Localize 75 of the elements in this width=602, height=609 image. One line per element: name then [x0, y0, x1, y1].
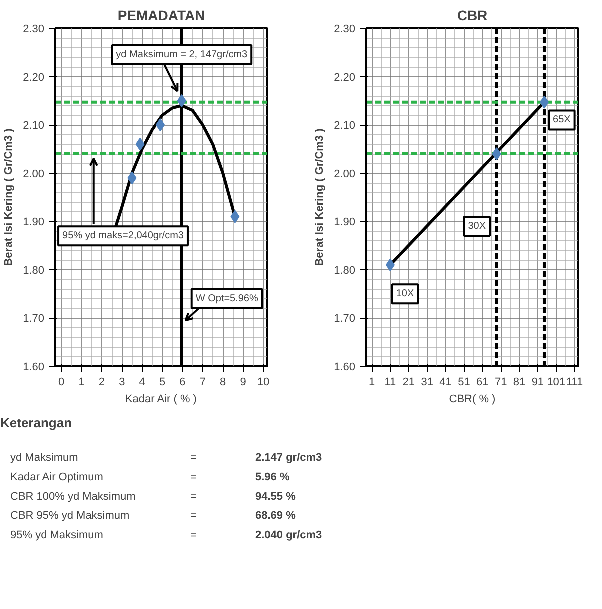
x-tick-label: 51 — [458, 376, 470, 388]
y-tick-label: 1.60 — [23, 362, 45, 374]
x-tick-label: 21 — [402, 376, 416, 388]
y-tick-label: 2.20 — [23, 72, 45, 84]
y-axis-title: Berat Isi Kering ( Gr/Cm3 ) — [314, 128, 326, 266]
text: 2.040 gr/cm3 — [256, 530, 322, 542]
text: = — [190, 530, 197, 542]
x-tick-label: 71 — [494, 376, 508, 388]
x-tick-label: 31 — [421, 376, 434, 388]
annotation: 95% yd maks=2,040gr/cm3 — [62, 230, 184, 242]
text: Keterangan — [0, 416, 72, 430]
text: yd Maksimum — [10, 452, 78, 464]
y-tick-label: 2.10 — [334, 120, 356, 132]
x-tick-label: 11 — [384, 376, 396, 388]
x-tick-label: 10 — [257, 376, 270, 388]
text: 95% yd Maksimum — [10, 530, 104, 542]
y-tick-label: 1.70 — [23, 313, 45, 326]
text: = — [190, 471, 197, 484]
annotation: 30X — [468, 220, 486, 232]
y-tick-label: 1.60 — [334, 362, 356, 374]
x-tick-label: 61 — [476, 376, 489, 388]
annotation: 65X — [553, 114, 572, 126]
text: 5.96 % — [256, 471, 290, 484]
y-tick-label: 2.20 — [334, 72, 356, 84]
point — [540, 96, 549, 109]
text: = — [190, 490, 197, 503]
annotation: W Opt=5.96% — [196, 293, 258, 304]
y-axis-title: Berat Isi Kering ( Gr/Cm3 ) — [3, 128, 16, 266]
point — [492, 148, 502, 161]
x-tick-label: 8 — [220, 376, 226, 388]
x-axis-title: CBR( % ) — [449, 394, 496, 406]
y-tick-label: 1.70 — [334, 313, 356, 326]
x-tick-label: 101 — [547, 376, 566, 388]
x-tick-label: 91 — [532, 376, 544, 388]
x-tick-label: 111 — [566, 376, 584, 388]
y-tick-label: 1.80 — [334, 264, 356, 277]
x-tick-label: 81 — [513, 376, 526, 388]
y-tick-label: 1.80 — [23, 264, 45, 277]
annotation: 10X — [396, 288, 414, 300]
text: Kadar Air Optimum — [10, 471, 104, 484]
x-tick-label: 4 — [139, 376, 146, 388]
y-tick-label: 2.00 — [334, 168, 356, 180]
point — [136, 138, 145, 151]
y-tick-label: 2.00 — [23, 168, 45, 180]
point — [386, 258, 395, 272]
chart-title: PEMADATAN — [118, 8, 206, 24]
point — [230, 210, 240, 224]
text: 68.69 % — [256, 510, 296, 522]
x-tick-label: 2 — [98, 376, 106, 388]
point — [156, 118, 165, 132]
x-tick-label: 0 — [58, 376, 65, 388]
x-tick-label: 1 — [78, 376, 85, 388]
x-axis-title: Kadar Air ( % ) — [125, 394, 197, 406]
x-tick-label: 3 — [119, 376, 126, 388]
x-tick-label: 6 — [180, 376, 186, 388]
text: 2.147 gr/cm3 — [256, 452, 322, 464]
x-tick-label: 5 — [159, 376, 166, 388]
y-tick-label: 2.30 — [334, 24, 356, 36]
annotation: yd Maksimum = 2, 147gr/cm3 — [116, 50, 248, 61]
text: = — [190, 510, 197, 522]
y-tick-label: 1.90 — [23, 216, 45, 229]
x-tick-label: 9 — [240, 376, 246, 388]
point — [177, 94, 186, 108]
point — [128, 172, 137, 185]
x-tick-label: 1 — [368, 376, 376, 388]
y-tick-label: 1.90 — [334, 216, 356, 229]
y-tick-label: 2.10 — [23, 120, 45, 132]
x-tick-label: 41 — [440, 376, 452, 388]
x-tick-label: 7 — [200, 376, 206, 388]
text: CBR 95% yd Maksimum — [10, 510, 130, 522]
text: 94.55 % — [256, 490, 296, 503]
text: = — [190, 452, 197, 464]
text: CBR 100% yd Maksimum — [10, 490, 136, 503]
y-tick-label: 2.30 — [23, 24, 45, 36]
chart-title: CBR — [457, 8, 488, 24]
